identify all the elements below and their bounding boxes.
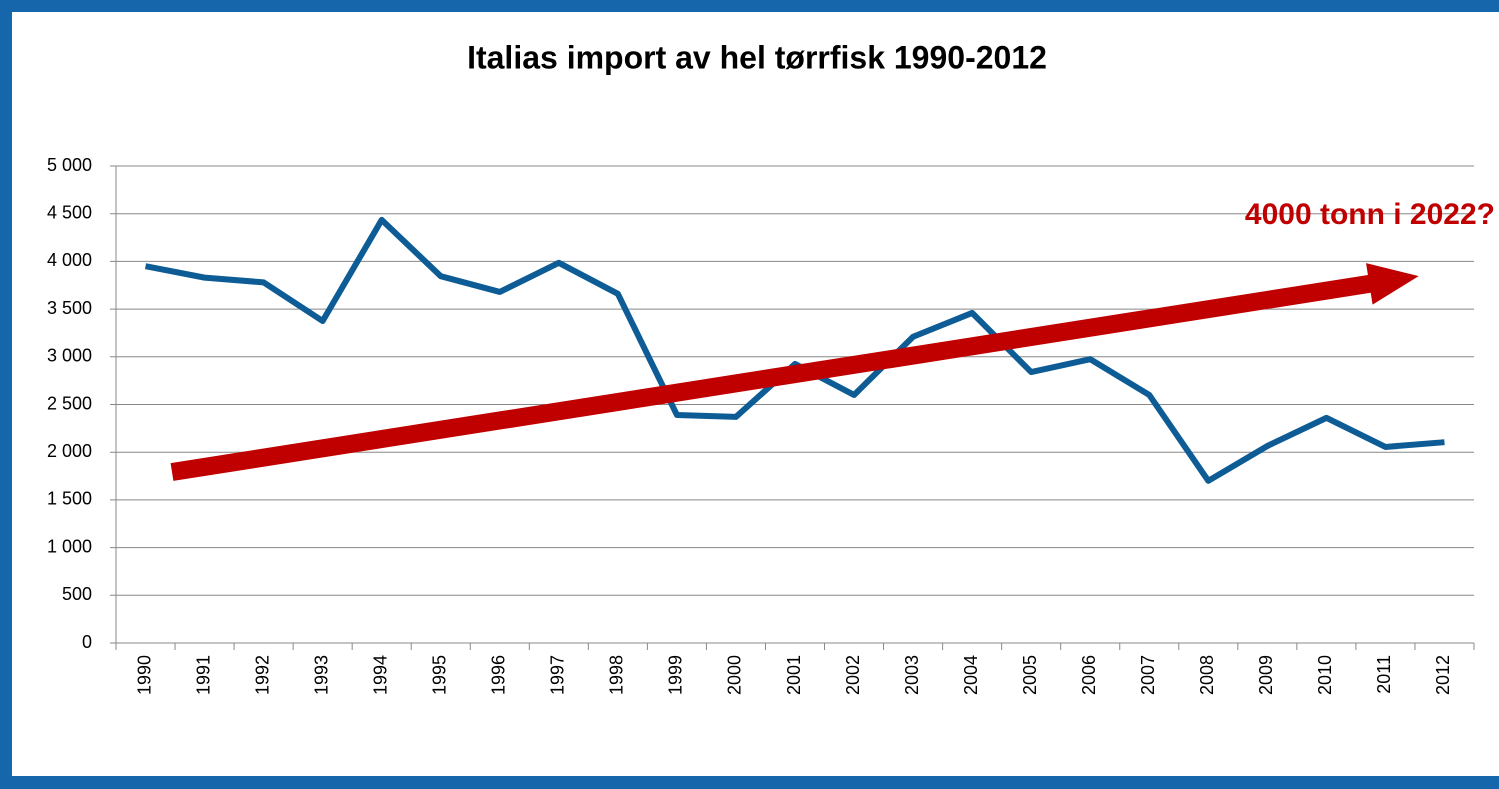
x-tick-label: 1996 (489, 655, 509, 695)
x-tick-label: 2003 (902, 655, 922, 695)
y-tick-label: 2 500 (47, 393, 92, 413)
x-tick-label: 2004 (961, 655, 981, 695)
x-tick-label: 1999 (666, 655, 686, 695)
x-tick-label: 2001 (784, 655, 804, 695)
y-tick-label: 4 500 (47, 202, 92, 222)
x-tick-label: 2005 (1020, 655, 1040, 695)
x-tick-label: 2009 (1256, 655, 1276, 695)
chart-background (12, 12, 1499, 776)
y-tick-label: 1 500 (47, 489, 92, 509)
x-tick-label: 1991 (193, 655, 213, 695)
x-tick-label: 1992 (252, 655, 272, 695)
x-tick-label: 1998 (607, 655, 627, 695)
x-tick-label: 2008 (1197, 655, 1217, 695)
x-tick-label: 1994 (370, 655, 390, 695)
x-tick-label: 2011 (1374, 655, 1394, 694)
trend-arrow (170, 263, 1419, 481)
chart-title: Italias import av hel tørrfisk 1990-2012 (467, 39, 1047, 75)
y-tick-label: 0 (82, 632, 92, 652)
annotation: 4000 tonn i 2022? (1245, 198, 1495, 231)
arrow-shape (170, 263, 1419, 481)
y-tick-label: 3 000 (47, 346, 92, 366)
x-tick-label: 2007 (1138, 655, 1158, 695)
x-tick-label: 2006 (1079, 655, 1099, 695)
y-tick-label: 500 (62, 584, 92, 604)
x-tick-label: 2010 (1315, 655, 1335, 695)
x-tick-label: 2012 (1433, 655, 1453, 695)
data-line (144, 216, 1445, 484)
y-tick-label: 5 000 (47, 155, 92, 175)
y-tick-label: 3 500 (47, 298, 92, 318)
x-tick-label: 2002 (843, 655, 863, 695)
x-tick-label: 1993 (311, 655, 331, 695)
y-tick-label: 2 000 (47, 441, 92, 461)
y-tick-label: 4 000 (47, 250, 92, 270)
x-tick-label: 1995 (429, 655, 449, 695)
x-tick-label: 1990 (134, 655, 154, 695)
x-tick-label: 1997 (548, 655, 568, 695)
y-tick-label: 1 000 (47, 536, 92, 556)
x-tick-label: 2000 (725, 655, 745, 695)
